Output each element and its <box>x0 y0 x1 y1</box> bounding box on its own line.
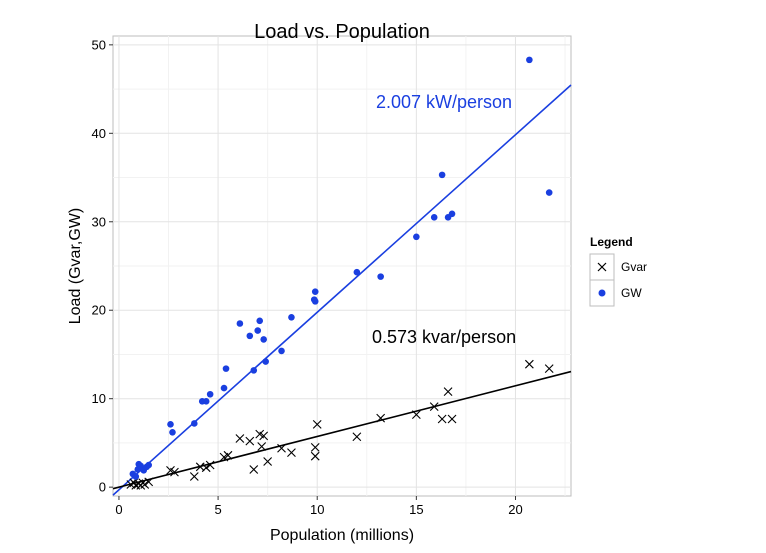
point-gvar <box>189 472 199 481</box>
legend-key-gvar-marker <box>597 262 607 272</box>
gw-fit-annotation: 2.007 kW/person <box>376 92 512 112</box>
point-gvar <box>524 359 534 369</box>
point-gvar <box>263 457 273 466</box>
point-gw <box>262 358 269 365</box>
point-gvar <box>235 434 245 443</box>
x-tick-label: 15 <box>409 502 423 517</box>
point-gw <box>236 320 244 327</box>
point-gvar <box>205 460 215 470</box>
point-gw <box>311 288 319 295</box>
gvar-fit-annotation: 0.573 kvar/person <box>372 327 516 347</box>
point-gw <box>167 421 174 428</box>
y-tick-label: 50 <box>92 37 106 52</box>
x-tick-label: 0 <box>115 502 122 517</box>
fit-lines <box>112 84 572 496</box>
point-gw <box>310 296 318 303</box>
point-gw <box>254 327 262 334</box>
point-gvar <box>411 410 421 420</box>
point-gvar <box>170 467 179 477</box>
point-gw <box>132 473 140 480</box>
point-gvar <box>376 413 386 423</box>
legend-label-gvar: Gvar <box>621 260 647 274</box>
chart-title: Load vs. Population <box>254 21 430 43</box>
point-gvar <box>352 432 362 442</box>
point-gvar <box>245 436 255 446</box>
point-gvar <box>287 448 296 458</box>
point-gw <box>250 367 258 374</box>
legend: Legend Gvar GW <box>589 235 647 307</box>
point-gvar <box>429 402 439 412</box>
point-gw <box>438 171 446 179</box>
point-gw <box>430 214 438 221</box>
fit-line-gw <box>112 84 572 496</box>
point-gvar <box>447 414 457 424</box>
point-gvar <box>259 431 269 441</box>
point-gvar <box>544 364 554 374</box>
point-gw <box>353 268 361 276</box>
point-gw <box>413 233 420 241</box>
y-tick-label: 20 <box>92 303 106 318</box>
point-gvar <box>201 463 211 473</box>
point-gw <box>256 317 264 325</box>
y-tick-label: 10 <box>92 391 106 406</box>
point-gw <box>190 420 198 427</box>
grid <box>113 36 571 496</box>
point-gw <box>220 384 228 392</box>
y-tick-label: 0 <box>99 480 106 495</box>
y-tick-label: 40 <box>92 126 106 141</box>
point-gw <box>145 461 152 469</box>
point-gw <box>260 336 267 343</box>
point-gvar <box>310 442 320 452</box>
point-gvar <box>437 414 447 424</box>
point-gw <box>278 347 285 355</box>
point-gvar <box>310 451 320 461</box>
point-gw <box>222 365 230 372</box>
legend-key-gw-box <box>589 279 615 307</box>
point-gw <box>377 273 384 280</box>
x-axis-title: Population (millions) <box>270 527 414 544</box>
x-tick-label: 20 <box>508 502 522 517</box>
point-gvar <box>277 443 286 453</box>
legend-title: Legend <box>590 235 633 249</box>
legend-key-gw-marker <box>598 289 606 297</box>
point-gvar <box>144 477 154 487</box>
y-axis-title: Load (Gvar,GW) <box>67 208 84 324</box>
axis-ticks: 0 5 10 15 20 0 10 20 30 40 50 <box>92 37 523 517</box>
point-gvar <box>257 442 267 451</box>
data-points <box>126 56 554 490</box>
point-gw <box>169 429 176 436</box>
y-tick-label: 30 <box>92 214 106 229</box>
point-gw <box>202 398 210 405</box>
point-gvar <box>249 465 259 474</box>
point-gvar <box>140 480 150 489</box>
fit-line-gvar <box>112 370 572 490</box>
point-gvar <box>443 387 453 397</box>
point-gw <box>288 314 295 321</box>
point-gw <box>246 332 254 340</box>
point-gw <box>206 390 214 398</box>
point-gw <box>545 189 553 196</box>
x-tick-label: 5 <box>214 502 221 517</box>
point-gw <box>526 56 533 64</box>
point-gvar <box>223 450 233 460</box>
legend-label-gw: GW <box>621 286 642 300</box>
point-gvar <box>312 419 322 429</box>
x-tick-label: 10 <box>310 502 324 517</box>
point-gw <box>448 210 456 218</box>
